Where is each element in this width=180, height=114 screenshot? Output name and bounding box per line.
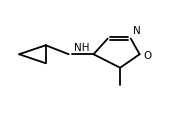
Text: O: O bbox=[143, 51, 151, 61]
Text: NH: NH bbox=[74, 43, 90, 53]
Text: N: N bbox=[133, 25, 141, 35]
